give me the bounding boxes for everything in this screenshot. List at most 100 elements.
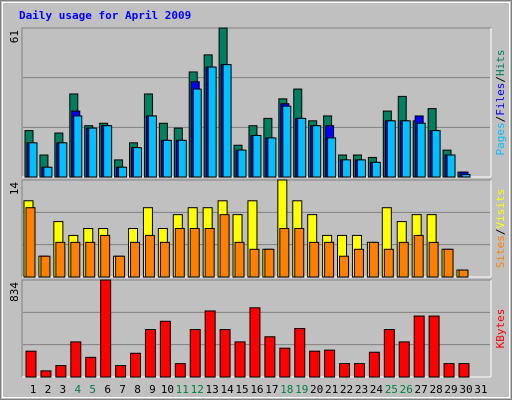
bar [428, 315, 440, 378]
bar [339, 255, 350, 278]
bar [279, 228, 290, 278]
bar [130, 352, 142, 378]
bar [282, 105, 292, 178]
bar [88, 127, 98, 178]
y-tick-label: 61 [8, 30, 21, 43]
bar [386, 120, 396, 178]
x-tick-label: 9 [149, 383, 156, 396]
y-tick-label: 834 [8, 282, 21, 302]
bar [133, 147, 143, 178]
bar [85, 356, 97, 378]
bar [267, 137, 277, 178]
x-tick-label: 25 [385, 383, 398, 396]
x-tick-label: 20 [310, 383, 323, 396]
bar [416, 122, 426, 178]
bar [115, 255, 126, 278]
legend: Pages/Files/Hits [494, 50, 507, 156]
bar [353, 363, 365, 378]
bar [222, 64, 232, 178]
bar [28, 142, 38, 178]
legend: Sites/Visits [494, 189, 507, 269]
bar [177, 139, 187, 178]
x-tick-label: 21 [325, 383, 338, 396]
bar [207, 66, 217, 178]
bar [252, 134, 262, 178]
bar [159, 320, 171, 378]
bar [70, 241, 81, 278]
bar [100, 279, 112, 378]
bar [237, 149, 247, 178]
x-tick-label: 1 [30, 383, 37, 396]
x-tick-label: 10 [161, 383, 174, 396]
legend-separator: / [494, 76, 507, 83]
bar [118, 166, 128, 178]
bar [264, 336, 276, 378]
x-tick-label: 6 [104, 383, 111, 396]
bar [443, 248, 454, 278]
x-tick-label: 16 [250, 383, 263, 396]
bar [40, 255, 51, 278]
bar [342, 159, 352, 178]
bar [327, 137, 337, 178]
bar [189, 329, 201, 378]
bar [73, 115, 83, 178]
x-tick-label: 3 [60, 383, 67, 396]
x-tick-label: 31 [474, 383, 487, 396]
x-tick-label: 24 [370, 383, 384, 396]
bar [219, 329, 231, 378]
legend-entry: Visits [494, 189, 507, 229]
x-tick-label: 17 [265, 383, 278, 396]
x-tick-label: 28 [429, 383, 442, 396]
legend-entry: KBytes [494, 309, 507, 349]
bar [309, 241, 320, 278]
bar [431, 130, 441, 178]
bar [383, 329, 395, 378]
legend-separator: / [494, 229, 507, 236]
x-tick-label: 26 [400, 383, 413, 396]
bar [55, 241, 66, 278]
bar [55, 365, 67, 378]
bar [356, 159, 366, 178]
bar [40, 370, 52, 378]
legend-entry: Pages [494, 122, 507, 155]
bar [103, 125, 113, 178]
bar [115, 365, 127, 378]
bar [43, 166, 53, 178]
y-tick-label: 14 [8, 182, 21, 196]
bar [309, 350, 321, 378]
x-tick-label: 23 [355, 383, 368, 396]
x-tick-label: 13 [206, 383, 219, 396]
bar [249, 248, 260, 278]
legend-entry: Files [494, 83, 507, 116]
bar [458, 363, 470, 378]
x-tick-label: 8 [134, 383, 141, 396]
bar [398, 241, 409, 278]
bar [85, 241, 96, 278]
bar [401, 120, 411, 178]
bar [294, 328, 306, 378]
bar [368, 351, 380, 378]
bar [192, 88, 202, 178]
x-tick-label: 7 [119, 383, 126, 396]
x-tick-label: 14 [220, 383, 234, 396]
bar [297, 117, 307, 178]
bar [204, 228, 215, 278]
x-tick-label: 2 [45, 383, 52, 396]
bar [458, 269, 469, 278]
bar [130, 241, 141, 278]
bar [25, 350, 37, 378]
bar [162, 139, 172, 178]
bar [174, 228, 185, 278]
bar [368, 241, 379, 278]
bar [234, 341, 246, 378]
bar [398, 341, 410, 378]
bar [174, 363, 186, 378]
bar [443, 363, 455, 378]
bar [147, 115, 157, 178]
bar [324, 241, 335, 278]
bar [264, 248, 275, 278]
bar [100, 234, 111, 278]
x-tick-label: 19 [295, 383, 308, 396]
bar [413, 234, 424, 278]
